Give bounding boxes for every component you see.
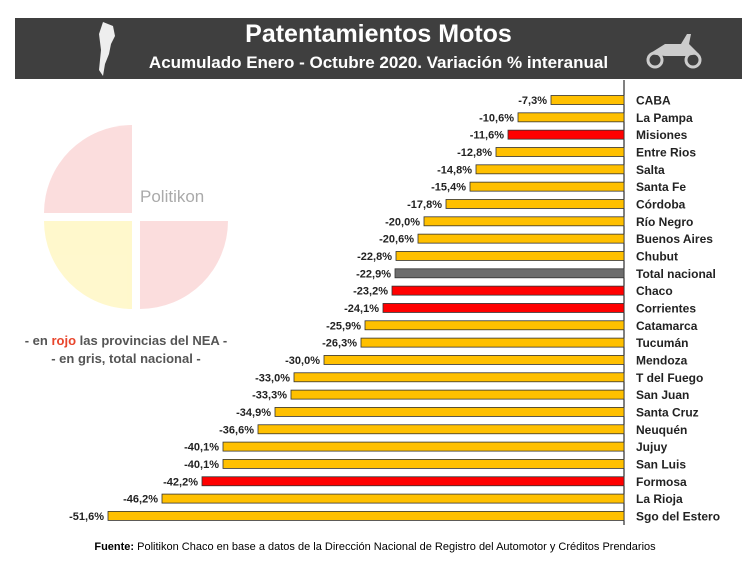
bar-5 — [470, 182, 624, 191]
data-label: -33,3% — [252, 390, 287, 402]
bar-2 — [508, 130, 624, 139]
bar-10 — [395, 269, 624, 278]
data-label: -12,8% — [457, 147, 492, 159]
data-label: -10,6% — [479, 112, 514, 124]
category-label: San Juan — [636, 388, 689, 402]
category-label: Catamarca — [636, 319, 698, 333]
motorcycle-icon — [645, 30, 705, 70]
bar-1 — [518, 113, 624, 122]
category-label: Santa Cruz — [636, 405, 699, 419]
category-label: Sgo del Estero — [636, 509, 720, 523]
category-label: Mendoza — [636, 353, 688, 367]
category-label: Santa Fe — [636, 180, 686, 194]
data-label: -22,9% — [356, 268, 391, 280]
data-label: -24,1% — [344, 303, 379, 315]
category-label: Total nacional — [636, 267, 716, 281]
category-label: La Rioja — [636, 492, 683, 506]
bar-6 — [446, 199, 624, 208]
category-label: Misiones — [636, 128, 688, 142]
category-label: Chaco — [636, 284, 673, 298]
data-label: -34,9% — [236, 407, 271, 419]
watermark-logo — [44, 125, 228, 309]
data-label: -22,8% — [357, 251, 392, 263]
category-label: Formosa — [636, 475, 687, 489]
data-label: -17,8% — [407, 199, 442, 211]
category-label: La Pampa — [636, 111, 693, 125]
category-label: Córdoba — [636, 197, 686, 211]
bar-21 — [223, 459, 624, 468]
data-label: -20,0% — [385, 216, 420, 228]
bar-11 — [392, 286, 624, 295]
bar-17 — [291, 390, 624, 399]
data-label: -23,2% — [353, 286, 388, 298]
category-label: Entre Rios — [636, 145, 696, 159]
data-label: -46,2% — [123, 494, 158, 506]
bar-23 — [162, 494, 624, 503]
bar-7 — [424, 217, 624, 226]
data-label: -15,4% — [431, 182, 466, 194]
data-label: -51,6% — [69, 511, 104, 523]
bar-13 — [365, 321, 624, 330]
category-label: Salta — [636, 163, 665, 177]
data-label: -7,3% — [518, 95, 547, 107]
data-label: -30,0% — [285, 355, 320, 367]
data-label: -11,6% — [470, 130, 504, 142]
bar-14 — [361, 338, 624, 347]
bar-8 — [418, 234, 624, 243]
data-label: -14,8% — [437, 164, 472, 176]
category-label: Río Negro — [636, 215, 693, 229]
category-label: Tucumán — [636, 336, 688, 350]
data-label: -33,0% — [255, 372, 290, 384]
bar-22 — [202, 477, 624, 486]
data-label: -20,6% — [379, 234, 414, 246]
bar-12 — [383, 303, 624, 312]
data-label: -40,1% — [184, 459, 219, 471]
category-label: T del Fuego — [636, 371, 703, 385]
category-label: Jujuy — [636, 440, 668, 454]
header-banner: Patentamientos Motos Acumulado Enero - O… — [15, 18, 742, 79]
chart-title: Patentamientos Motos — [15, 20, 742, 49]
bar-16 — [294, 373, 624, 382]
bar-0 — [551, 96, 624, 105]
data-label: -25,9% — [326, 320, 361, 332]
bar-15 — [324, 355, 624, 364]
category-label: Chubut — [636, 249, 678, 263]
category-label: CABA — [636, 94, 671, 108]
bar-18 — [275, 407, 624, 416]
data-label: -36,6% — [219, 424, 254, 436]
data-label: -40,1% — [184, 442, 219, 454]
data-label: -26,3% — [322, 338, 357, 350]
chart-subtitle: Acumulado Enero - Octubre 2020. Variació… — [15, 53, 742, 73]
watermark-text: Politikon — [140, 187, 204, 207]
legend-note-nea: - en rojo las provincias del NEA - — [0, 333, 252, 348]
bar-20 — [223, 442, 624, 451]
category-label: Corrientes — [636, 301, 696, 315]
bar-4 — [476, 165, 624, 174]
category-label: Buenos Aires — [636, 232, 713, 246]
legend-note-national: - en gris, total nacional - — [0, 351, 252, 366]
bar-9 — [396, 251, 624, 260]
bar-19 — [258, 425, 624, 434]
source-note: Fuente: Politikon Chaco en base a datos … — [0, 541, 750, 553]
category-label: San Luis — [636, 457, 686, 471]
bar-3 — [496, 147, 624, 156]
category-label: Neuquén — [636, 423, 687, 437]
bar-24 — [108, 511, 624, 520]
data-label: -42,2% — [163, 476, 198, 488]
